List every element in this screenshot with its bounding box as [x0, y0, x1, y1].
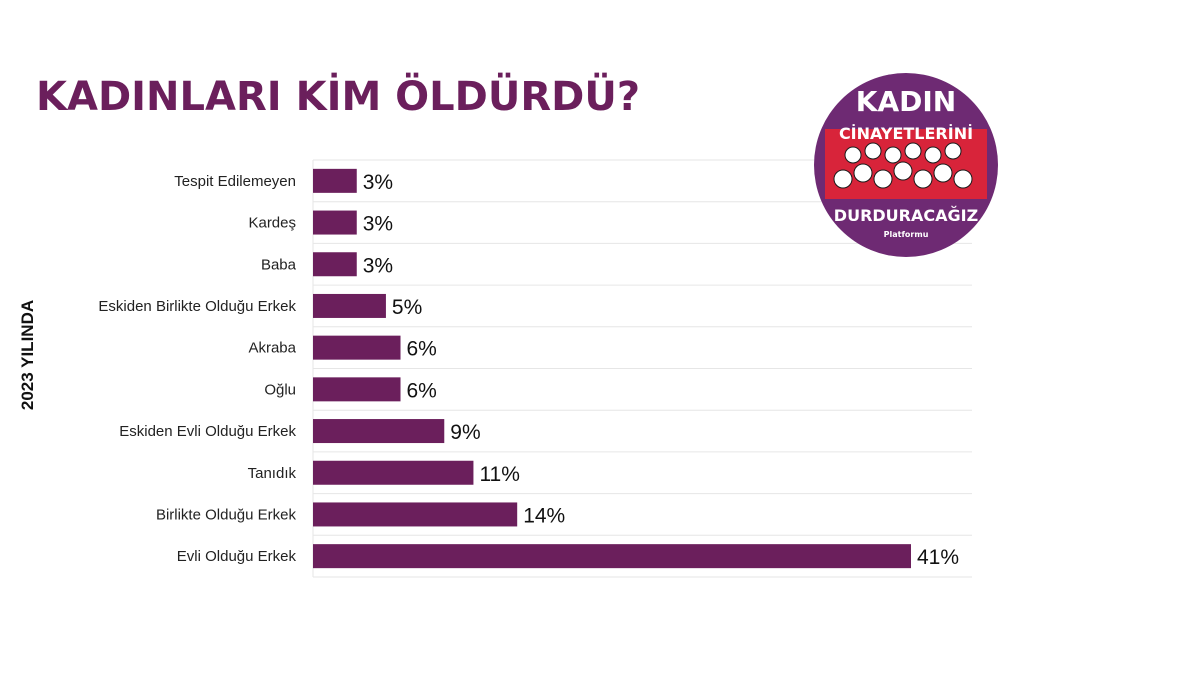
bar [313, 210, 357, 235]
chart-title: KADINLARI KİM ÖLDÜRDÜ? [36, 74, 641, 120]
value-label: 6% [407, 338, 437, 361]
badge-faces-illustration [833, 142, 973, 189]
bar [313, 168, 357, 193]
bar [313, 293, 386, 318]
bar [313, 377, 401, 402]
badge-line3: DURDURACAĞIZ [834, 206, 978, 225]
value-label: 6% [407, 379, 437, 402]
value-label: 3% [363, 254, 393, 277]
category-label: Kardeş [248, 215, 296, 232]
bar [313, 544, 911, 569]
bar [313, 335, 401, 360]
bar [313, 252, 357, 277]
badge-line4: Platformu [884, 230, 929, 239]
value-label: 9% [450, 421, 480, 444]
bar [313, 460, 474, 485]
badge-line1: KADIN [856, 85, 956, 118]
category-label: Evli Olduğu Erkek [177, 548, 297, 565]
category-label: Akraba [248, 340, 296, 357]
value-label: 3% [363, 171, 393, 194]
platform-logo-badge: KADIN CİNAYETLERİNİ DURDURACAĞIZ Platfor… [814, 73, 998, 257]
badge-line2: CİNAYETLERİNİ [839, 124, 973, 143]
category-label: Baba [261, 256, 297, 273]
value-label: 5% [392, 296, 422, 319]
value-label: 41% [917, 546, 959, 569]
value-label: 14% [523, 504, 565, 527]
value-label: 3% [363, 213, 393, 236]
category-label: Tespit Edilemeyen [174, 173, 296, 190]
category-label: Eskiden Birlikte Olduğu Erkek [98, 298, 296, 315]
bar [313, 419, 445, 444]
category-label: Birlikte Olduğu Erkek [156, 506, 297, 523]
value-label: 11% [479, 463, 519, 486]
category-label: Oğlu [264, 381, 296, 398]
category-label: Tanıdık [248, 465, 297, 482]
bar [313, 502, 518, 527]
category-label: Eskiden Evli Olduğu Erkek [119, 423, 296, 440]
